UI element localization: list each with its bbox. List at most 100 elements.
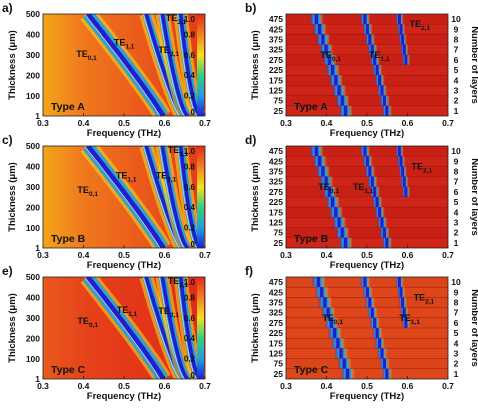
thickness-tick-label: 25 bbox=[274, 106, 284, 116]
layer-row bbox=[286, 95, 448, 107]
thickness-tick-label: 425 bbox=[269, 287, 283, 297]
plot-area bbox=[43, 146, 205, 248]
thickness-tick-label: 475 bbox=[269, 146, 283, 156]
chart-panel-a: a)110020030040050000.20.40.60.81.0TE0,1T… bbox=[2, 1, 211, 139]
type-label: Type B bbox=[51, 233, 86, 245]
layer-row bbox=[286, 156, 448, 167]
layer-row bbox=[286, 166, 448, 177]
chart-panel-c: c)110020030040050000.20.40.60.81.0TE0,1T… bbox=[2, 133, 211, 271]
resonance-core bbox=[340, 227, 344, 238]
layer-count-label: 9 bbox=[454, 287, 459, 297]
mode-label: TE2,1 bbox=[412, 161, 433, 174]
y-tick-label: 100 bbox=[26, 223, 40, 233]
resonance-core bbox=[385, 237, 389, 248]
plot-area bbox=[43, 277, 205, 379]
resonance-core bbox=[375, 65, 379, 76]
panel-label: b) bbox=[245, 1, 256, 15]
x-tick-label: 0.4 bbox=[321, 250, 333, 260]
resonance-core bbox=[375, 328, 379, 339]
y-tick-label: 200 bbox=[26, 202, 40, 212]
mode-label-text: TE bbox=[168, 145, 180, 155]
layer-count-label: 1 bbox=[454, 238, 459, 248]
resonance-core bbox=[378, 207, 382, 218]
layer-row-background bbox=[286, 44, 448, 55]
layer-count-label: 7 bbox=[454, 45, 459, 55]
x-tick-label: 0.4 bbox=[78, 381, 90, 391]
layer-row-background bbox=[286, 176, 448, 187]
mode-label-subscript: 0,1 bbox=[88, 55, 97, 62]
resonance-core bbox=[401, 34, 405, 45]
layer-row bbox=[286, 44, 448, 55]
mode-label: TE1,1 bbox=[114, 38, 135, 51]
layer-row-background bbox=[286, 358, 448, 369]
x-tick-label: 0.5 bbox=[361, 381, 373, 391]
resonance-core bbox=[327, 186, 331, 197]
layer-count-label: 6 bbox=[454, 318, 459, 328]
mode-label-text: TE bbox=[114, 38, 126, 48]
x-axis-label: Frequency (THz) bbox=[330, 260, 404, 271]
mode-label-subscript: 3,1 bbox=[177, 19, 186, 26]
mode-label-text: TE bbox=[158, 45, 170, 55]
layer-row-background bbox=[286, 348, 448, 359]
type-label: Type C bbox=[51, 364, 86, 376]
mode-label: TE2,1 bbox=[156, 171, 177, 184]
mode-cutoff-line bbox=[177, 146, 198, 248]
thickness-tick-label: 175 bbox=[269, 338, 283, 348]
resonance-core bbox=[404, 186, 408, 197]
y2-axis-label: Number of layers bbox=[469, 289, 478, 367]
resonance-core bbox=[327, 54, 331, 65]
thickness-tick-label: 25 bbox=[274, 369, 284, 379]
resonance-core bbox=[331, 197, 335, 208]
resonance-core bbox=[336, 338, 340, 349]
layer-count-label: 8 bbox=[454, 298, 459, 308]
resonance-core bbox=[382, 358, 386, 369]
resonance-core bbox=[385, 368, 389, 379]
y-tick-label: 500 bbox=[26, 9, 40, 19]
colorbar bbox=[197, 146, 204, 248]
thickness-tick-label: 375 bbox=[269, 35, 283, 45]
mode-label: TE1,1 bbox=[369, 50, 390, 63]
resonance-core bbox=[324, 44, 328, 55]
y-tick-label: 400 bbox=[26, 29, 40, 39]
thickness-tick-label: 275 bbox=[269, 187, 283, 197]
layer-row-background bbox=[286, 328, 448, 339]
plot-area bbox=[43, 14, 205, 116]
resonance-core bbox=[320, 287, 324, 298]
colorbar-tick-label: 0.8 bbox=[184, 293, 196, 302]
mode-band-core bbox=[160, 14, 189, 116]
x-tick-label: 0.3 bbox=[280, 381, 292, 391]
y-tick-label: 1 bbox=[35, 111, 40, 121]
mode-band-core bbox=[85, 14, 166, 116]
layer-row bbox=[286, 217, 448, 228]
mode-label-subscript: 2,1 bbox=[170, 51, 179, 58]
layer-row-background bbox=[286, 307, 448, 318]
colorbar-tick-label: 0.2 bbox=[184, 355, 196, 364]
layer-row bbox=[286, 146, 448, 157]
layer-row-background bbox=[286, 186, 448, 197]
y-axis-label: Thickness (μm) bbox=[7, 162, 18, 232]
panel-label: a) bbox=[2, 1, 13, 15]
type-label: Type A bbox=[294, 101, 328, 113]
y-tick-label: 300 bbox=[26, 50, 40, 60]
mode-label-subscript: 2,1 bbox=[421, 25, 430, 32]
mode-label-subscript: 2,1 bbox=[423, 167, 432, 174]
y-tick-label: 400 bbox=[26, 161, 40, 171]
layer-row bbox=[286, 176, 448, 188]
panel-label: d) bbox=[245, 133, 256, 147]
plot-area bbox=[286, 146, 448, 248]
thickness-tick-label: 225 bbox=[269, 65, 283, 75]
colorbar-tick-label: 0.6 bbox=[184, 51, 196, 60]
mode-label-text: TE bbox=[76, 49, 88, 59]
colorbar-tick-label: 0 bbox=[191, 108, 196, 117]
layer-row bbox=[286, 307, 448, 318]
colorbar bbox=[197, 277, 204, 379]
thickness-tick-label: 475 bbox=[269, 277, 283, 287]
layer-count-label: 7 bbox=[454, 308, 459, 318]
x-tick-label: 0.5 bbox=[361, 118, 373, 128]
layer-row-background bbox=[286, 65, 448, 76]
resonance-core bbox=[334, 207, 338, 218]
thickness-tick-label: 175 bbox=[269, 207, 283, 217]
layer-count-label: 7 bbox=[454, 177, 459, 187]
mode-cutoff-line bbox=[142, 277, 180, 379]
layer-row bbox=[286, 368, 448, 379]
